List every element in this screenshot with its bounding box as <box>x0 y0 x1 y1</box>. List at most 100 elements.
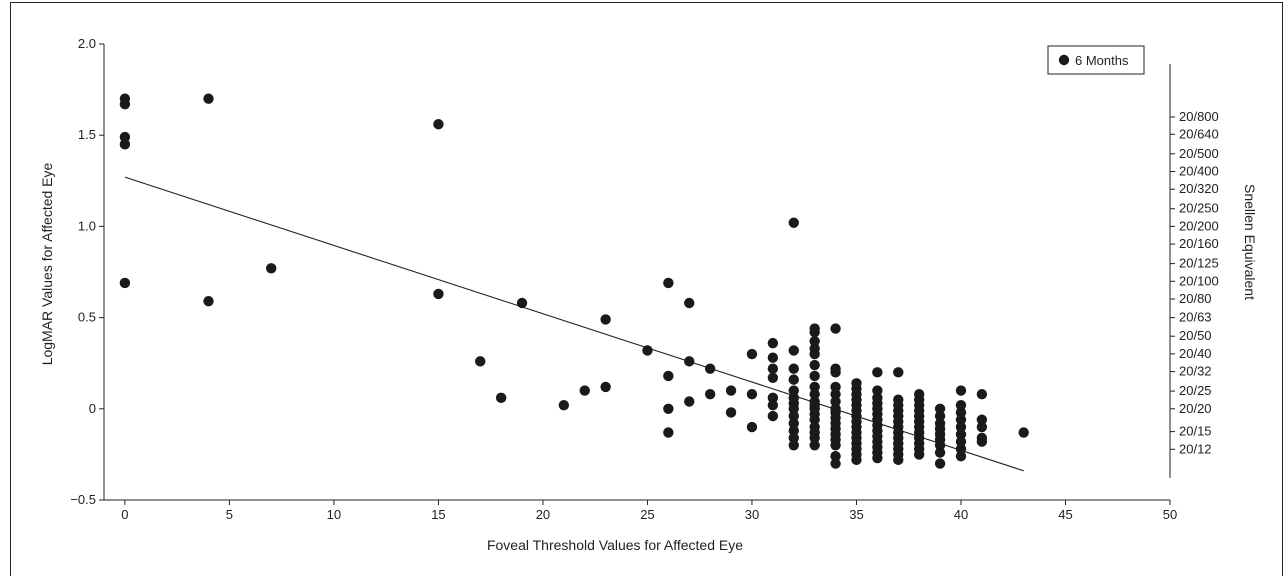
data-point <box>788 374 799 385</box>
x-axis-title: Foveal Threshold Values for Affected Eye <box>487 537 743 553</box>
data-point <box>976 389 988 400</box>
data-point <box>955 443 967 455</box>
y2-tick-label: 20/250 <box>1179 201 1219 216</box>
data-point <box>119 98 131 110</box>
data-point <box>495 392 507 404</box>
data-point <box>203 295 214 307</box>
x-tick-label: 40 <box>954 507 968 522</box>
axes: 0 5 10 15 20 25 30 35 40 45 50 2.0 1.5 1.0 0.5 0 −0.5 20/… <box>70 36 1218 522</box>
x-tick-label: 0 <box>121 507 128 522</box>
data-point <box>767 392 779 404</box>
y2-tick-label: 20/320 <box>1179 181 1219 196</box>
data-point <box>663 427 674 438</box>
data-point <box>746 421 758 433</box>
data-point <box>600 381 611 393</box>
data-point <box>893 367 904 378</box>
y2-tick-label: 20/400 <box>1179 163 1219 178</box>
x-tick-label: 10 <box>327 507 341 522</box>
data-point <box>746 389 758 400</box>
x-tick-label: 50 <box>1163 507 1177 522</box>
data-point <box>934 403 946 414</box>
y2-tick-label: 20/200 <box>1179 218 1219 233</box>
data-point <box>955 436 967 447</box>
data-point <box>788 418 799 429</box>
data-point <box>955 407 967 418</box>
y2-tick-label: 20/500 <box>1179 146 1219 161</box>
data-point <box>809 389 820 400</box>
data-point <box>684 356 695 367</box>
data-point <box>642 345 653 356</box>
data-point <box>767 352 779 363</box>
x-tick-label: 35 <box>849 507 863 522</box>
y-tick-label: 1.5 <box>78 127 96 142</box>
data-point <box>663 370 674 382</box>
data-point <box>809 359 820 371</box>
data-point <box>704 363 716 374</box>
y2-tick-label: 20/160 <box>1179 236 1219 251</box>
data-point <box>767 410 779 422</box>
data-point <box>955 414 967 425</box>
data-point <box>788 432 799 444</box>
data-point <box>976 414 988 425</box>
y2-tick-label: 20/100 <box>1179 273 1219 288</box>
legend-label: 6 Months <box>1075 53 1129 68</box>
y2-tick-label: 20/63 <box>1179 310 1212 325</box>
y-tick-label: −0.5 <box>70 492 96 507</box>
x-tick-label: 45 <box>1058 507 1072 522</box>
data-point <box>809 336 820 347</box>
data-point <box>976 436 988 447</box>
data-point <box>830 323 841 334</box>
y2-tick-label: 20/32 <box>1179 364 1212 379</box>
data-point <box>809 440 820 451</box>
y2-tick-label: 20/125 <box>1179 256 1219 271</box>
data-point <box>913 449 925 460</box>
data-point <box>788 425 799 436</box>
data-point <box>955 429 967 440</box>
data-point <box>830 389 841 400</box>
data-point <box>663 277 674 289</box>
data-point <box>893 454 904 466</box>
x-tick-label: 20 <box>536 507 550 522</box>
data-point <box>704 389 716 400</box>
data-point <box>788 410 799 422</box>
data-point <box>976 421 988 433</box>
data-point <box>830 367 841 378</box>
y2-axis-title: Snellen Equivalent <box>1242 184 1258 300</box>
x-tick-label: 30 <box>745 507 759 522</box>
data-point <box>830 396 841 407</box>
legend-marker <box>1058 54 1070 66</box>
data-point <box>934 440 946 451</box>
data-point <box>830 451 841 462</box>
y2-tick-label: 20/12 <box>1179 441 1212 456</box>
data-point <box>767 372 779 383</box>
x-tick-label: 15 <box>431 507 445 522</box>
y-tick-label: 0 <box>89 401 96 416</box>
legend: 6 Months <box>1047 45 1145 75</box>
data-point <box>516 297 528 309</box>
data-point <box>788 363 799 374</box>
y-tick-label: 2.0 <box>78 36 96 51</box>
data-point <box>788 217 799 228</box>
trendline <box>124 176 1024 472</box>
y2-tick-label: 20/640 <box>1179 126 1219 141</box>
data-point <box>119 131 131 143</box>
data-point <box>475 356 486 367</box>
y2-tick-label: 20/15 <box>1179 424 1212 439</box>
data-point <box>934 458 946 469</box>
data-point <box>809 432 820 444</box>
data-point <box>433 288 444 300</box>
data-point <box>767 399 779 411</box>
data-point <box>558 399 570 411</box>
y2-tick-label: 20/20 <box>1179 401 1212 416</box>
data-point <box>119 277 131 289</box>
data-point <box>830 440 841 451</box>
y-tick-label: 1.0 <box>78 218 96 233</box>
data-point <box>788 440 799 451</box>
data-point <box>433 119 444 130</box>
data-points <box>119 93 1029 469</box>
data-point <box>746 348 758 360</box>
data-point <box>684 396 695 407</box>
y2-tick-label: 20/80 <box>1179 291 1212 306</box>
data-point <box>684 297 695 309</box>
